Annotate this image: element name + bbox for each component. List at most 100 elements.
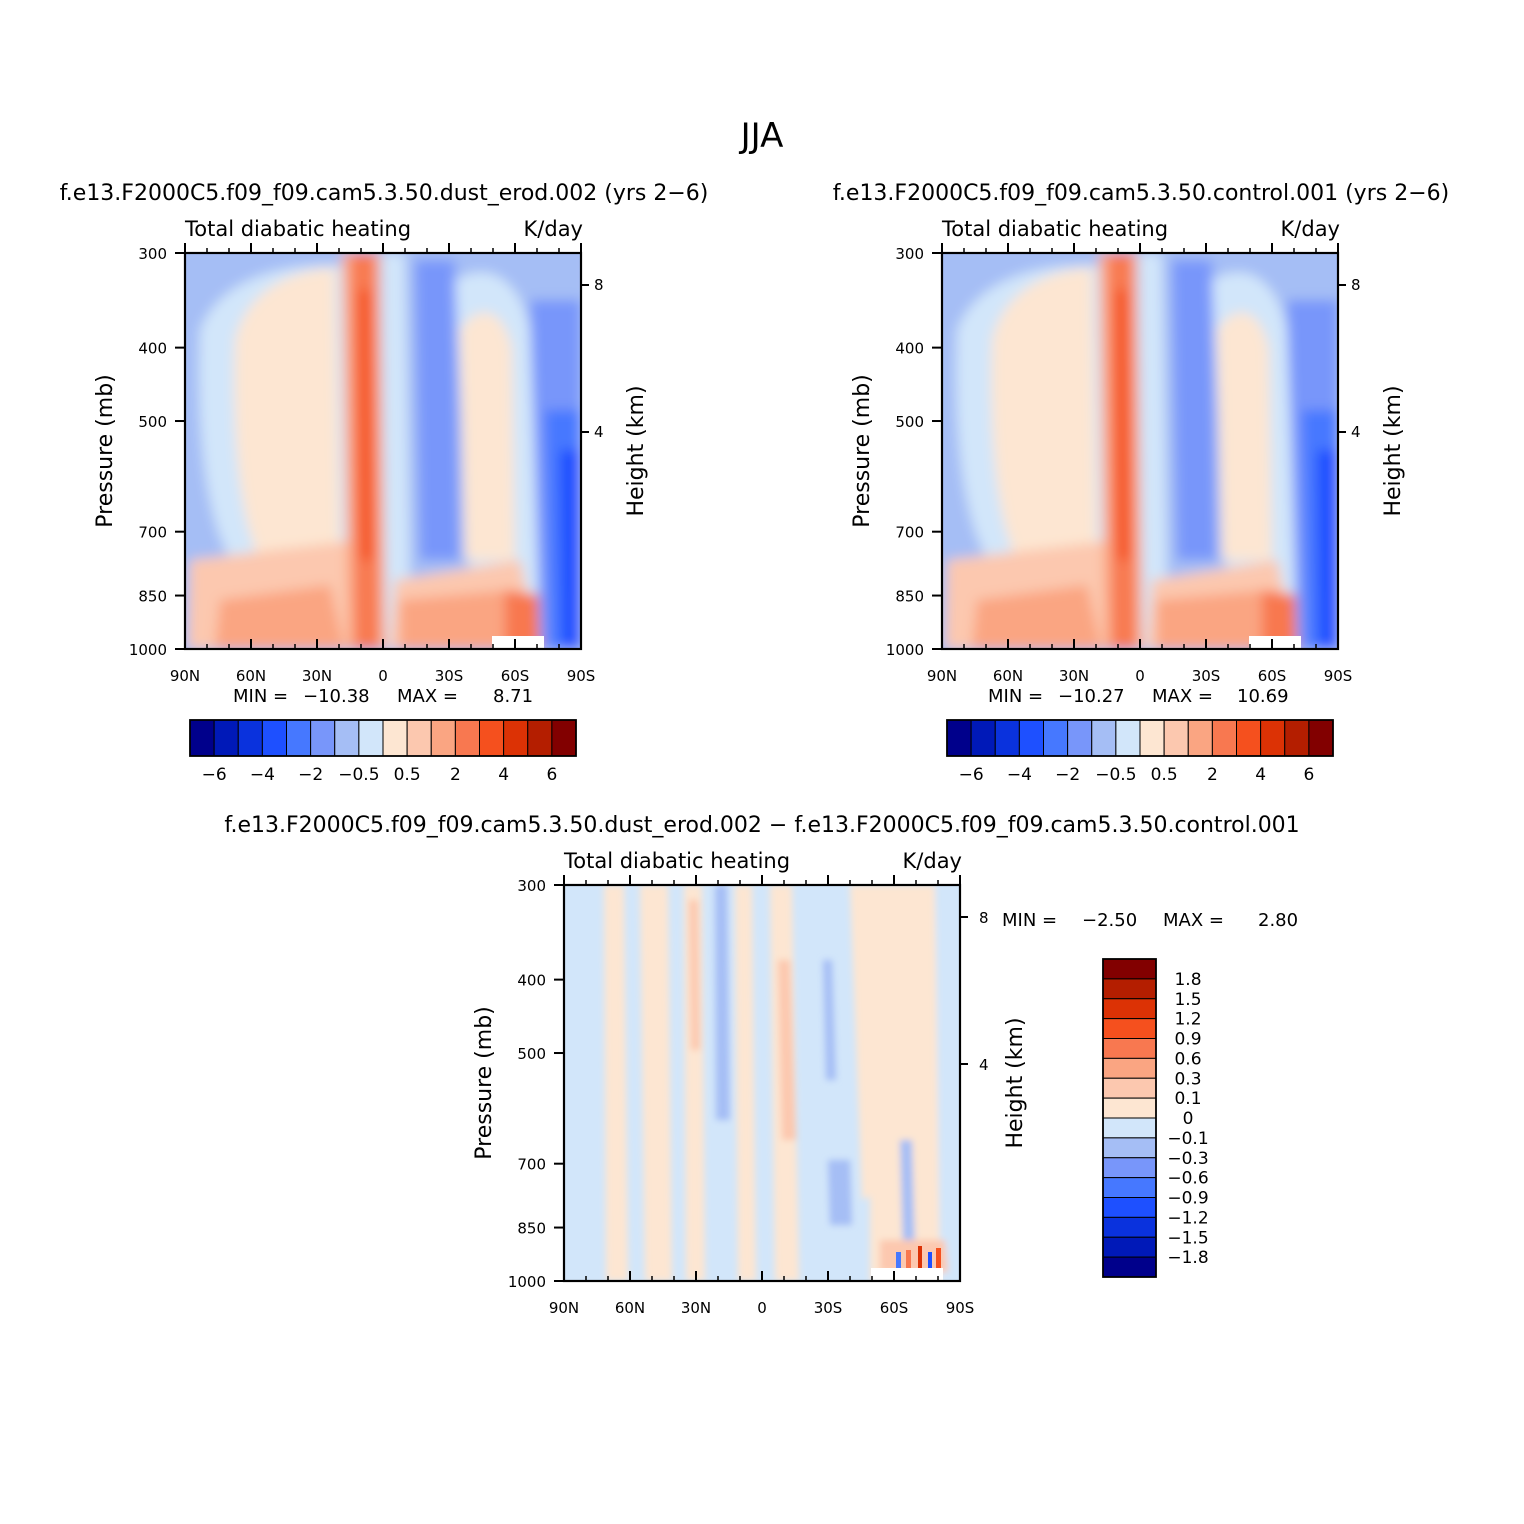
min-label: MIN = — [233, 686, 288, 707]
colorbar-swatch — [1260, 719, 1286, 757]
x-tick-label: 0 — [1135, 667, 1145, 685]
y2-tick-label: 4 — [1351, 423, 1361, 441]
y-tick-label: 850 — [895, 588, 924, 606]
heatmap-field — [942, 253, 1338, 649]
x-tick-label: 0 — [378, 667, 388, 685]
colorbar-label: 0.5 — [394, 765, 421, 785]
x-tick-label: 0 — [757, 1299, 767, 1317]
y-tick-label: 500 — [517, 1045, 546, 1063]
panel-subtitle-left: Total diabatic heating — [941, 217, 1168, 241]
colorbar-label: 1.5 — [1174, 990, 1201, 1010]
colorbar-swatch — [946, 719, 972, 757]
y-tick-label: 300 — [895, 245, 924, 263]
panel-subtitle-left: Total diabatic heating — [184, 217, 411, 241]
colorbar: 1.81.51.20.90.60.30.10−0.1−0.3−0.6−0.9−1… — [1102, 958, 1209, 1278]
colorbar-swatch — [1091, 719, 1117, 757]
x-ticks: 90N 60N 30N 0 30S 60S 90S — [927, 243, 1352, 685]
panel-top-right: f.e13.F2000C5.f09_f09.cam5.3.50.control.… — [833, 181, 1449, 785]
max-value: 2.80 — [1258, 910, 1298, 931]
y-tick-label: 700 — [138, 524, 167, 542]
colorbar-swatch — [1102, 998, 1157, 1020]
x-tick-label: 60N — [993, 667, 1023, 685]
colorbar-label: −6 — [959, 765, 984, 785]
x-tick-label: 60S — [880, 1299, 909, 1317]
y-axis-label: Pressure (mb) — [850, 374, 875, 528]
y-tick-label: 1000 — [129, 641, 167, 659]
panel-bottom-center: f.e13.F2000C5.f09_f09.cam5.3.50.dust_ero… — [224, 813, 1299, 1317]
colorbar-label: −0.6 — [1167, 1169, 1208, 1189]
colorbar-label: −0.3 — [1167, 1149, 1208, 1169]
x-tick-label: 30S — [1192, 667, 1221, 685]
colorbar-label: −0.9 — [1167, 1189, 1208, 1209]
colorbar-label: −0.5 — [1095, 765, 1136, 785]
colorbar-swatch — [286, 719, 312, 757]
colorbar-label: 0.6 — [1174, 1049, 1201, 1069]
colorbar-swatch — [430, 719, 456, 757]
colorbar-swatch — [1102, 1097, 1157, 1119]
colorbar-label: 0.3 — [1174, 1069, 1201, 1089]
x-ticks: 90N 60N 30N 0 30S 60S 90S — [549, 875, 974, 1317]
y2-tick-label: 4 — [979, 1056, 989, 1074]
colorbar-swatch — [189, 719, 215, 757]
colorbar-swatch — [454, 719, 480, 757]
colorbar: −6 −4 −2 −0.5 0.5 2 4 6 — [189, 719, 577, 785]
colorbar-label: −2 — [1055, 765, 1080, 785]
x-tick-label: 30N — [1059, 667, 1089, 685]
y-tick-label: 300 — [517, 877, 546, 895]
colorbar-swatch — [213, 719, 239, 757]
y2-axis-label: Height (km) — [1003, 1017, 1028, 1148]
min-value: −10.38 — [303, 686, 370, 707]
colorbar-frame — [946, 719, 1334, 757]
colorbar-label: −1.8 — [1167, 1248, 1208, 1268]
x-tick-label: 30S — [435, 667, 464, 685]
x-tick-label: 60S — [1258, 667, 1287, 685]
colorbar-swatch — [551, 719, 577, 757]
x-ticks: 90N 60N 30N 0 30S 60S 90S — [170, 243, 595, 685]
x-tick-label: 60S — [501, 667, 530, 685]
max-value: 8.71 — [493, 686, 533, 707]
colorbar-swatch — [1284, 719, 1310, 757]
min-value: −10.27 — [1058, 686, 1125, 707]
colorbar-swatch — [1102, 1038, 1157, 1059]
heatmap-field — [185, 253, 581, 649]
colorbar-swatch — [1102, 1057, 1157, 1079]
y-tick-label: 400 — [895, 340, 924, 358]
min-label: MIN = — [988, 686, 1043, 707]
y-tick-label: 400 — [517, 972, 546, 990]
colorbar-swatch — [1102, 1137, 1157, 1159]
colorbar-swatch — [1102, 1157, 1157, 1179]
figure-title: JJA — [739, 116, 784, 156]
y-ticks: 300 400 500 700 850 1000 — [129, 245, 185, 659]
colorbar-swatch — [1102, 1256, 1157, 1278]
colorbar-label: 4 — [1255, 765, 1266, 785]
panel-title: f.e13.F2000C5.f09_f09.cam5.3.50.dust_ero… — [224, 813, 1299, 838]
y-tick-label: 700 — [895, 524, 924, 542]
y2-axis-label: Height (km) — [1381, 385, 1406, 516]
colorbar-label: 2 — [450, 765, 461, 785]
colorbar-swatch — [1163, 719, 1189, 757]
colorbar: −6 −4 −2 −0.5 0.5 2 4 6 — [946, 719, 1334, 785]
colorbar-swatch — [1102, 1117, 1157, 1139]
colorbar-label: 0.5 — [1151, 765, 1178, 785]
y2-tick-label: 8 — [1351, 276, 1361, 294]
y2-tick-label: 8 — [594, 276, 604, 294]
colorbar-swatch — [1102, 1236, 1157, 1258]
colorbar-swatch — [1102, 1216, 1157, 1238]
colorbar-swatch — [1308, 719, 1334, 757]
colorbar-swatch — [1102, 1177, 1157, 1198]
colorbar-swatch — [261, 719, 287, 757]
x-tick-label: 90N — [549, 1299, 579, 1317]
colorbar-label: −2 — [298, 765, 323, 785]
colorbar-swatch — [1043, 719, 1069, 757]
y2-tick-label: 8 — [979, 909, 989, 927]
colorbar-swatch — [1102, 1018, 1157, 1039]
y-tick-label: 850 — [517, 1220, 546, 1238]
colorbar-swatch — [358, 719, 384, 757]
x-tick-label: 60N — [236, 667, 266, 685]
x-tick-label: 90S — [946, 1299, 975, 1317]
y-tick-label: 300 — [138, 245, 167, 263]
colorbar-label: 6 — [546, 765, 557, 785]
colorbar-swatch — [1102, 978, 1157, 1000]
colorbar-swatch — [970, 719, 996, 757]
y-axis-label: Pressure (mb) — [472, 1006, 497, 1160]
